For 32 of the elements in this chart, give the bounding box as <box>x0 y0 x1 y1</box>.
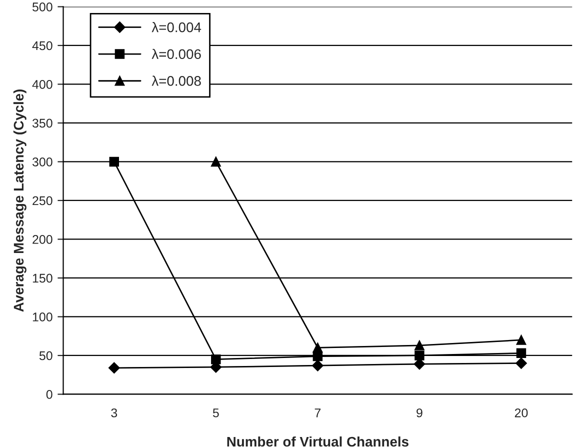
y-tick-label: 0 <box>46 390 52 399</box>
x-tick-label: 3 <box>111 408 118 418</box>
y-tick-label: 450 <box>32 41 52 50</box>
y-tick-label: 300 <box>32 158 52 166</box>
point <box>108 362 120 374</box>
point <box>109 156 119 167</box>
y-tick-label: 250 <box>32 196 52 206</box>
point <box>516 348 526 358</box>
y-tick-label: 500 <box>32 2 52 12</box>
point <box>516 358 527 369</box>
legend-label: λ=0.004 <box>152 22 202 32</box>
y-tick-label: 350 <box>32 118 52 128</box>
point <box>211 156 221 167</box>
y-axis-title: Average Message Latency (Cycle) <box>13 89 26 312</box>
point <box>516 335 526 345</box>
y-tick-label: 400 <box>32 80 52 89</box>
y-tick-label: 50 <box>39 351 52 360</box>
point <box>414 350 424 360</box>
legend-label: λ=0.006 <box>152 48 201 60</box>
y-tick-label: 150 <box>32 274 52 283</box>
point <box>312 342 323 353</box>
point <box>211 354 221 364</box>
point <box>414 340 424 350</box>
x-tick-label: 20 <box>514 408 528 418</box>
x-tick-label: 9 <box>416 408 422 418</box>
x-axis-title: Number of Virtual Channels <box>227 436 408 447</box>
y-tick-label: 200 <box>32 235 52 244</box>
legend-label: λ=0.008 <box>152 76 201 86</box>
x-tick-label: 5 <box>212 408 219 418</box>
x-tick-label: 7 <box>314 408 321 418</box>
point <box>312 360 324 372</box>
y-tick-label: 100 <box>32 312 52 322</box>
